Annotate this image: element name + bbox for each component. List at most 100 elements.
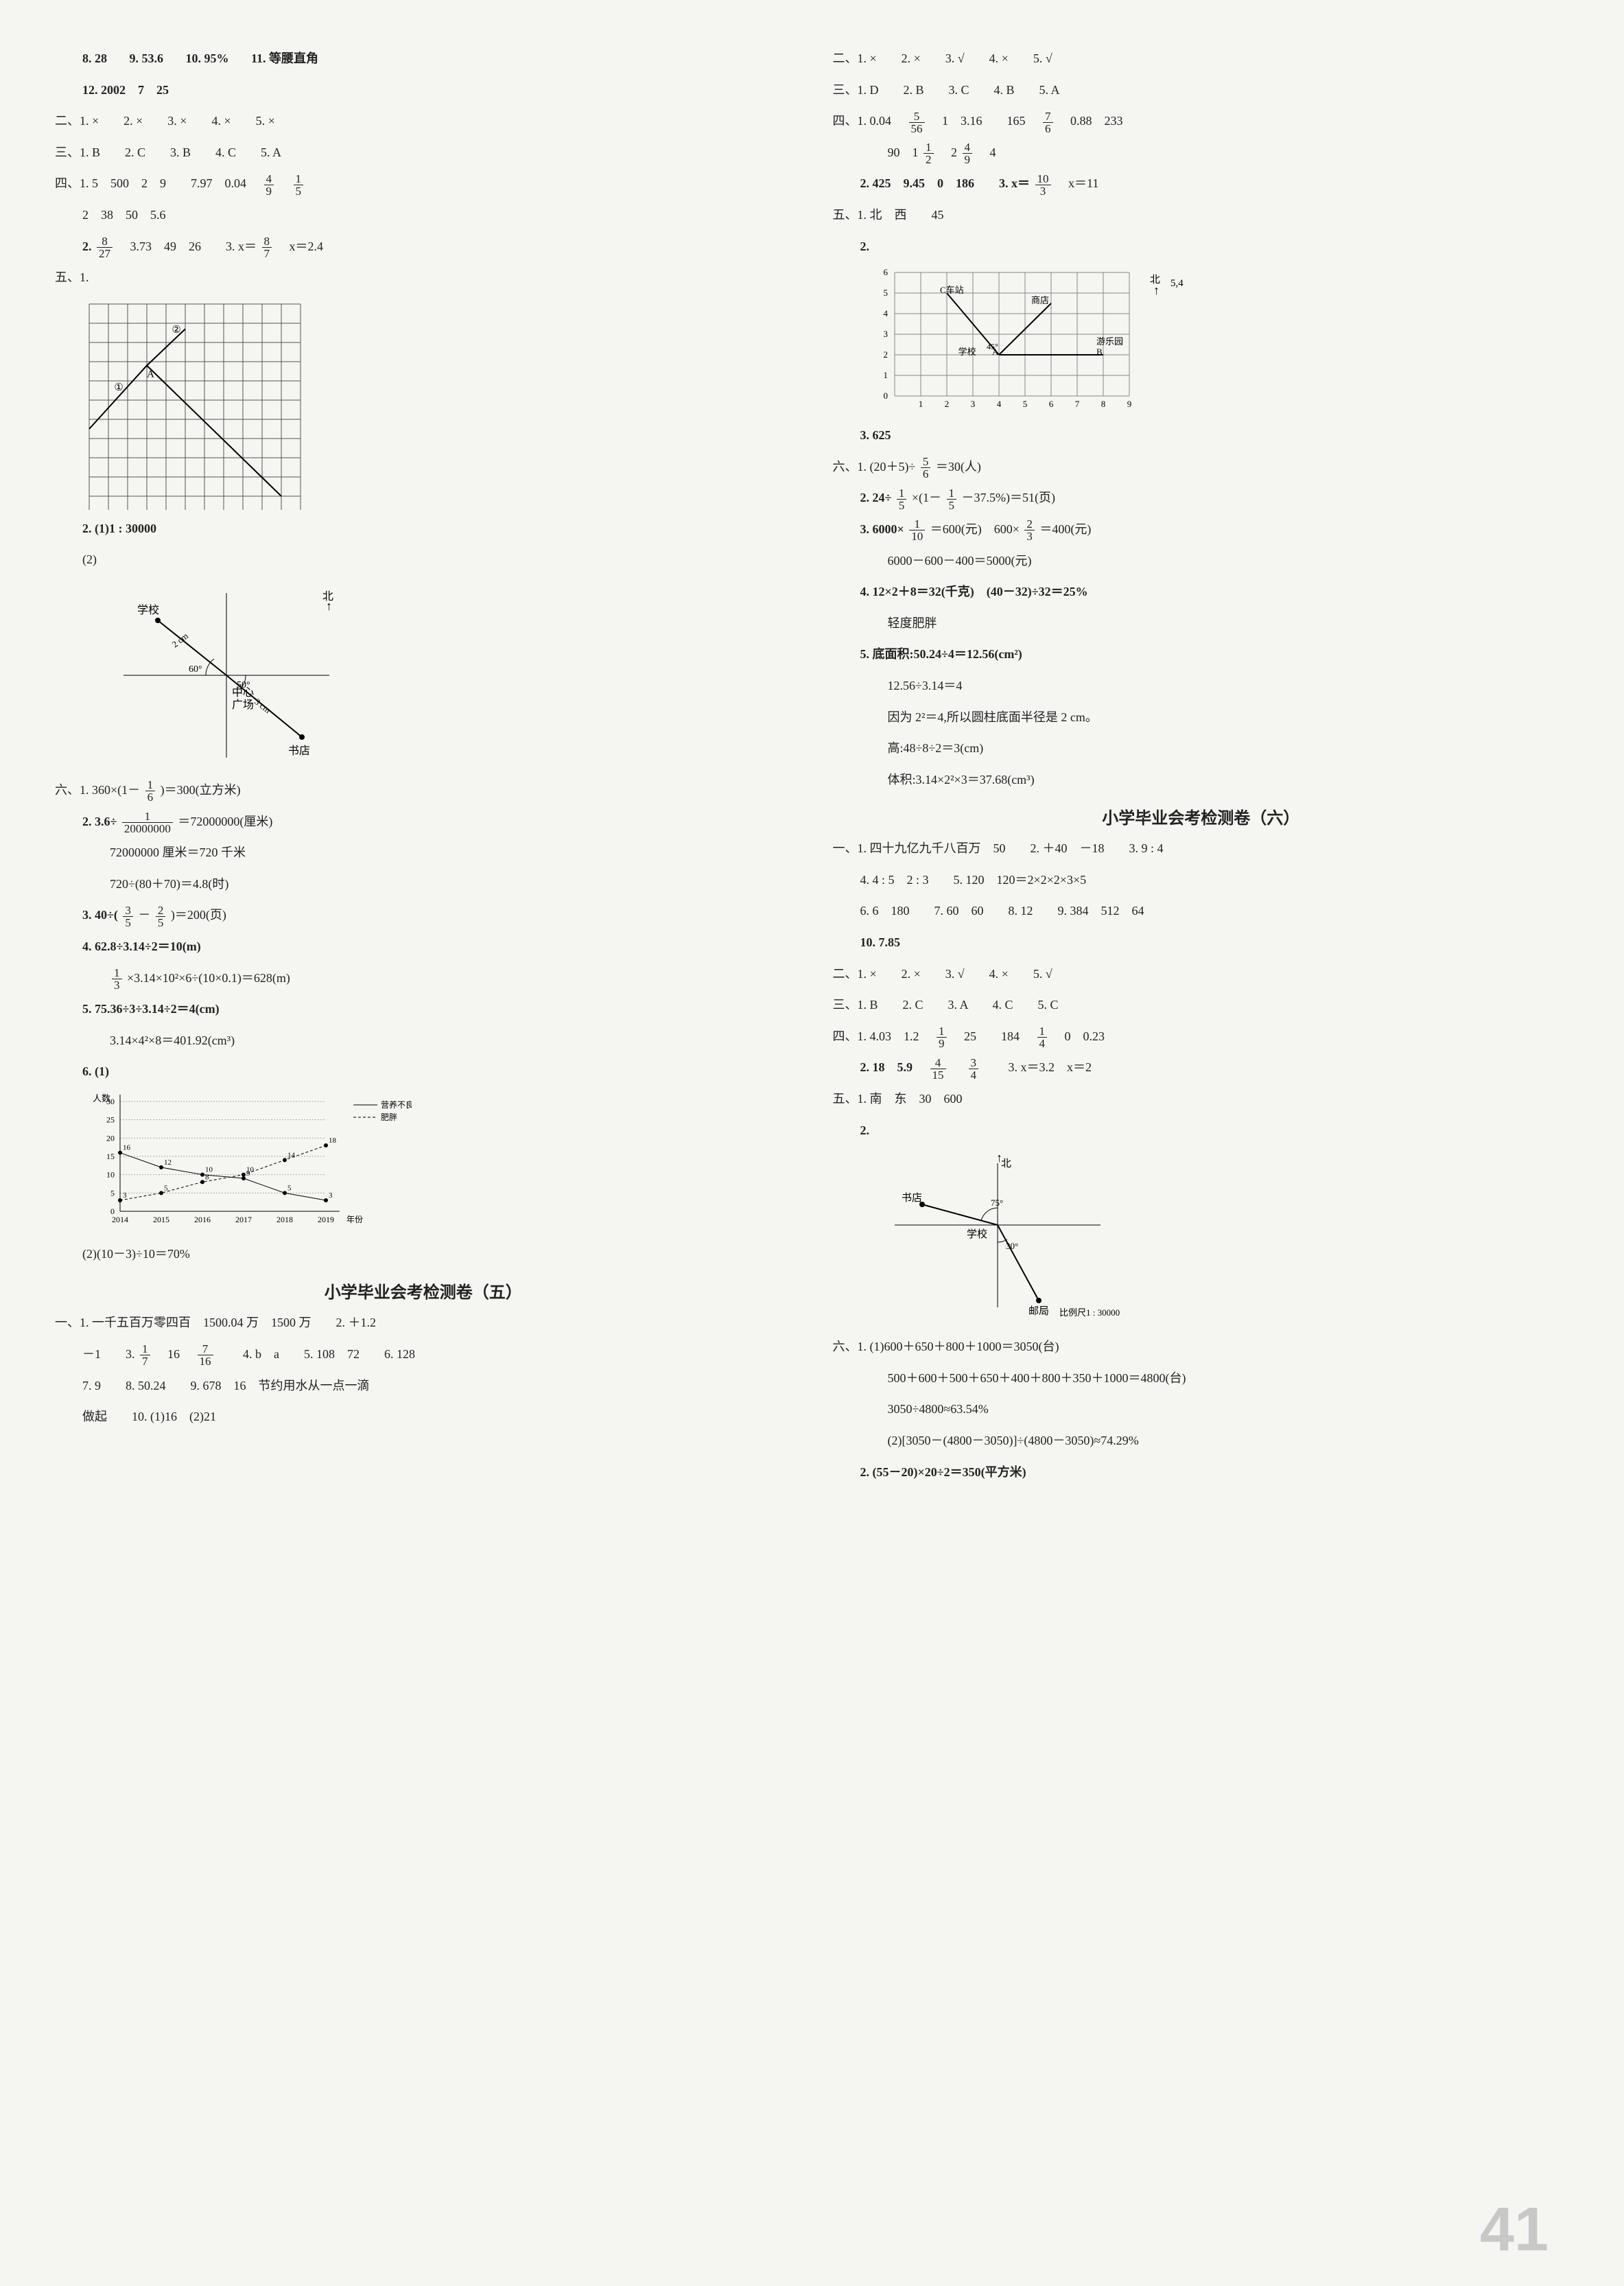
answer-line: 2. 827 3.73 49 26 3. x＝ 87 x＝2.4: [55, 233, 792, 261]
answer-line: 6000－600－400＝5000(元): [833, 548, 1570, 575]
svg-text:游乐园: 游乐园: [1096, 336, 1123, 347]
svg-text:14: 14: [287, 1151, 296, 1159]
answer-line: 5. 底面积:50.24÷4＝12.56(cm²): [833, 641, 1570, 668]
answer-line: 体积:3.14×2²×3＝37.68(cm³): [833, 767, 1570, 794]
svg-text:5,4: 5,4: [1170, 278, 1184, 289]
answer-line: (2)(10－3)÷10＝70%: [55, 1241, 792, 1268]
answer-line: 做起 10. (1)16 (2)21: [55, 1403, 792, 1431]
answer-line: 六、1. 360×(1－ 16 )＝300(立方米): [55, 777, 792, 804]
answer-line: 2. (55－20)×20÷2＝350(平方米): [833, 1459, 1570, 1486]
svg-text:2018: 2018: [276, 1215, 293, 1224]
svg-text:2017: 2017: [235, 1215, 252, 1224]
answer-line: －1 3. 17 16 716 4. b a 5. 108 72 6. 128: [55, 1341, 792, 1368]
svg-text:2: 2: [944, 399, 949, 409]
svg-text:5: 5: [110, 1188, 115, 1198]
svg-text:①: ①: [114, 382, 123, 393]
right-column: 二、1. × 2. × 3. √ 4. × 5. √ 三、1. D 2. B 3…: [833, 41, 1570, 1490]
answer-line: 六、1. (1)600＋650＋800＋1000＝3050(台): [833, 1333, 1570, 1361]
answer-line: 因为 2²＝4,所以圆柱底面半径是 2 cm。: [833, 704, 1570, 732]
answer-line: 五、1. 北 西 45: [833, 202, 1570, 229]
answer-line: 4. 4 : 5 2 : 3 5. 120 120＝2×2×2×3×5: [833, 867, 1570, 894]
svg-text:3: 3: [970, 399, 975, 409]
svg-text:书店: 书店: [902, 1192, 922, 1204]
svg-text:16: 16: [123, 1144, 131, 1152]
svg-text:↑: ↑: [326, 599, 332, 613]
svg-text:学校: 学校: [958, 347, 976, 357]
answer-line: 2. 425 9.45 0 186 3. x＝ 103 x＝11: [833, 170, 1570, 198]
svg-text:9: 9: [1127, 399, 1131, 409]
svg-text:比例尺1 : 30000: 比例尺1 : 30000: [1059, 1307, 1120, 1318]
svg-text:50°: 50°: [237, 680, 250, 690]
svg-text:4: 4: [996, 399, 1001, 409]
svg-text:7: 7: [1074, 399, 1079, 409]
answer-line: 三、1. D 2. B 3. C 4. B 5. A: [833, 77, 1570, 104]
compass-diagram-2: 北↑ 书店学校邮局 75° 30° 比例尺1 : 30000: [860, 1150, 1162, 1328]
svg-text:C车站: C车站: [940, 285, 964, 295]
answer-line: 高:48÷8÷2＝3(cm): [833, 735, 1570, 762]
test-title: 小学毕业会考检测卷（六）: [833, 804, 1570, 828]
svg-text:2015: 2015: [153, 1215, 169, 1224]
answer-line: 2. 18 5.9 415 34 3. x＝3.2 x＝2: [833, 1054, 1570, 1082]
answer-line: 12. 2002 7 25: [55, 77, 792, 104]
svg-text:学校: 学校: [967, 1228, 987, 1240]
svg-text:书店: 书店: [288, 745, 310, 757]
svg-text:年份: 年份: [346, 1215, 363, 1224]
answer-line: 3. 6000× 110 ＝600(元) 600× 23 ＝400(元): [833, 516, 1570, 544]
answer-line: 一、1. 一千五百万零四百 1500.04 万 1500 万 2. ＋1.2: [55, 1309, 792, 1337]
answer-line: (2): [55, 546, 792, 574]
answer-line: 90 1 12 2 49 4: [833, 139, 1570, 167]
answer-line: 6. 6 180 7. 60 60 8. 12 9. 384 512 64: [833, 898, 1570, 925]
svg-text:30: 30: [106, 1097, 115, 1106]
answer-line: 4. 62.8÷3.14÷2＝10(m): [55, 933, 792, 961]
answer-line: 2. 24÷ 15 ×(1－ 15 －37.5%)＝51(页): [833, 485, 1570, 512]
answer-line: 四、1. 5 500 2 9 7.97 0.04 49 15: [55, 170, 792, 198]
svg-text:A: A: [992, 347, 999, 357]
svg-text:30°: 30°: [1006, 1241, 1018, 1251]
answer-line: 一、1. 四十九亿九千八百万 50 2. ＋40 －18 3. 9 : 4: [833, 835, 1570, 863]
answer-line: 二、1. × 2. × 3. √ 4. × 5. √: [833, 961, 1570, 988]
svg-text:3: 3: [329, 1191, 333, 1200]
answer-line: 二、1. × 2. × 3. × 4. × 5. ×: [55, 108, 792, 135]
svg-text:75°: 75°: [991, 1198, 1003, 1208]
answer-line: 7. 9 8. 50.24 9. 678 16 节约用水从一点一滴: [55, 1373, 792, 1400]
svg-text:6: 6: [1048, 399, 1053, 409]
svg-text:8: 8: [205, 1173, 209, 1181]
left-column: 8. 28 9. 53.6 10. 95% 11. 等腰直角 12. 2002 …: [55, 41, 792, 1490]
answer-line: (2)[3050－(4800－3050)]÷(4800－3050)≈74.29%: [833, 1427, 1570, 1455]
svg-text:↑: ↑: [996, 1151, 1002, 1165]
answer-line: 12.56÷3.14＝4: [833, 673, 1570, 700]
answer-line: 轻度肥胖: [833, 610, 1570, 638]
svg-text:12: 12: [164, 1158, 172, 1167]
section-label: 五、1.: [55, 264, 792, 292]
answer-line: 四、1. 4.03 1.2 19 25 184 14 0 0.23: [833, 1023, 1570, 1051]
answer-line: 五、1. 南 东 30 600: [833, 1086, 1570, 1113]
answer-line: 2. 3.6÷ 120000000 ＝72000000(厘米): [55, 808, 792, 836]
answer-line: 500＋600＋500＋650＋400＋800＋350＋1000＝4800(台): [833, 1365, 1570, 1392]
answer-line: 3. 40÷( 35 － 25 )＝200(页): [55, 902, 792, 929]
svg-text:北: 北: [1001, 1158, 1011, 1169]
answer-line: 8. 28 9. 53.6 10. 95% 11. 等腰直角: [55, 45, 792, 73]
answer-line: 3050÷4800≈63.54%: [833, 1396, 1570, 1423]
answer-line: 四、1. 0.04 556 1 3.16 165 76 0.88 233: [833, 108, 1570, 135]
svg-text:15: 15: [106, 1152, 115, 1161]
answer-line: 2.: [833, 1117, 1570, 1145]
svg-text:营养不良: 营养不良: [381, 1099, 412, 1110]
svg-text:②: ②: [172, 325, 180, 336]
answer-line: 720÷(80＋70)＝4.8(时): [55, 871, 792, 898]
svg-text:3: 3: [123, 1191, 127, 1200]
answer-line: 二、1. × 2. × 3. √ 4. × 5. √: [833, 45, 1570, 73]
svg-text:2019: 2019: [318, 1215, 334, 1224]
grid-diagram: ①②A: [82, 297, 316, 510]
svg-text:6: 6: [883, 267, 888, 277]
answer-line: 三、1. B 2. C 3. A 4. C 5. C: [833, 992, 1570, 1019]
svg-text:邮局: 邮局: [1028, 1305, 1049, 1317]
answer-line: 3. 625: [833, 422, 1570, 450]
answer-line: 13 ×3.14×10²×6÷(10×0.1)＝628(m): [55, 965, 792, 992]
svg-text:↑: ↑: [1153, 283, 1160, 297]
svg-text:2016: 2016: [194, 1215, 211, 1224]
svg-text:B: B: [1096, 347, 1103, 357]
svg-text:5: 5: [883, 288, 888, 298]
svg-text:5: 5: [1022, 399, 1027, 409]
svg-text:20: 20: [106, 1133, 115, 1143]
answer-line: 72000000 厘米＝720 千米: [55, 839, 792, 867]
